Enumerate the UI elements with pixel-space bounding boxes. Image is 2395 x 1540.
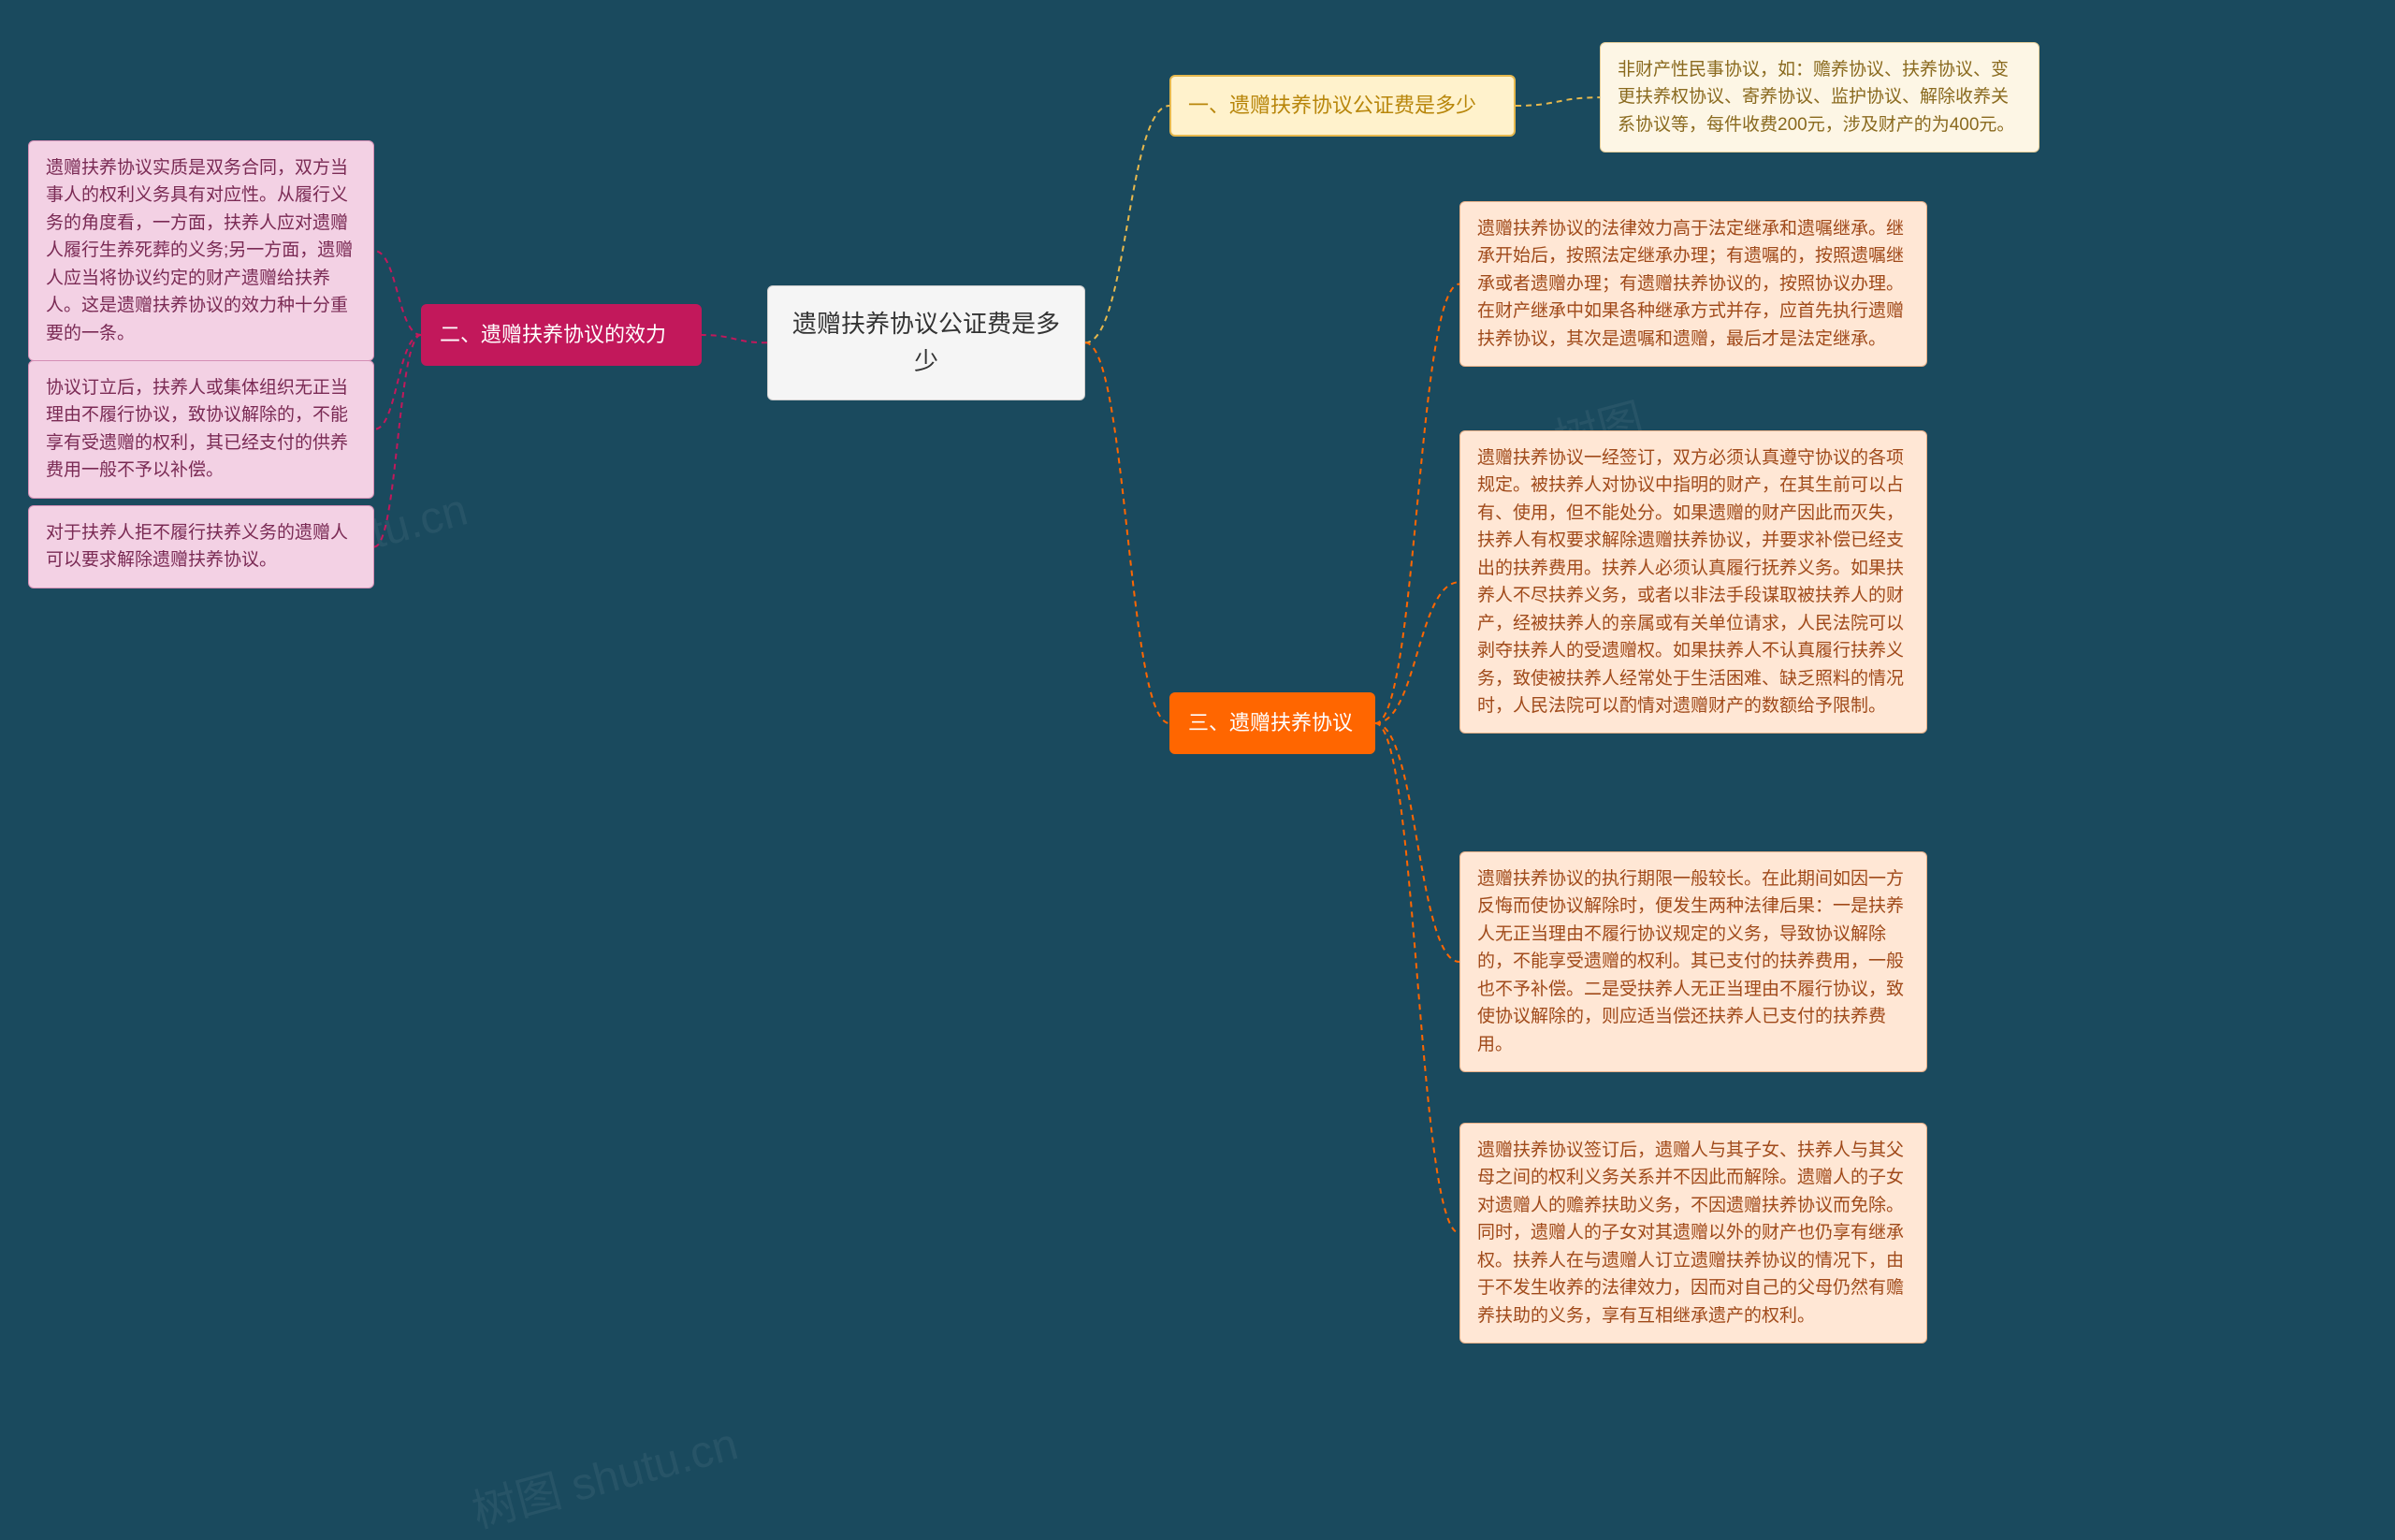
watermark: 树图 shutu.cn xyxy=(464,1407,744,1540)
branch-node: 三、遗赠扶养协议 xyxy=(1169,692,1375,754)
root-node: 遗赠扶养协议公证费是多少 xyxy=(767,285,1085,400)
branch-node: 一、遗赠扶养协议公证费是多少 xyxy=(1169,75,1516,137)
branch-node: 二、遗赠扶养协议的效力 xyxy=(421,304,702,366)
leaf-node: 遗赠扶养协议的法律效力高于法定继承和遗嘱继承。继承开始后，按照法定继承办理；有遗… xyxy=(1459,201,1927,367)
leaf-node: 遗赠扶养协议一经签订，双方必须认真遵守协议的各项规定。被扶养人对协议中指明的财产… xyxy=(1459,430,1927,734)
leaf-node: 遗赠扶养协议实质是双务合同，双方当事人的权利义务具有对应性。从履行义务的角度看，… xyxy=(28,140,374,361)
leaf-node: 协议订立后，扶养人或集体组织无正当理由不履行协议，致协议解除的，不能享有受遗赠的… xyxy=(28,360,374,499)
leaf-node: 遗赠扶养协议签订后，遗赠人与其子女、扶养人与其父母之间的权利义务关系并不因此而解… xyxy=(1459,1123,1927,1344)
leaf-node: 非财产性民事协议，如：赡养协议、扶养协议、变更扶养权协议、寄养协议、监护协议、解… xyxy=(1600,42,2039,153)
leaf-node: 对于扶养人拒不履行扶养义务的遗赠人可以要求解除遗赠扶养协议。 xyxy=(28,505,374,588)
leaf-node: 遗赠扶养协议的执行期限一般较长。在此期间如因一方反悔而使协议解除时，便发生两种法… xyxy=(1459,851,1927,1072)
